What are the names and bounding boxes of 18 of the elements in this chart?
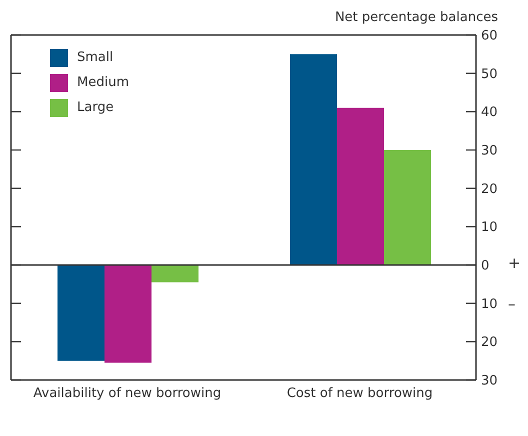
legend-label: Large (77, 100, 114, 115)
y-tick-label: 10 (481, 220, 498, 236)
y-tick-label: 50 (481, 66, 498, 82)
y-tick-label: 60 (481, 28, 498, 44)
text: – (508, 295, 516, 314)
y-tick-label: 20 (481, 182, 498, 197)
y-tick-label: 20 (481, 335, 498, 350)
y-tick-label: 0 (481, 258, 490, 274)
legend-label: Medium (77, 75, 129, 90)
y-tick-label: 30 (481, 374, 498, 389)
y-axis-title: Net percentage balances (334, 10, 498, 25)
y-tick-label: 10 (481, 296, 498, 312)
legend-label: Small (77, 50, 114, 65)
x-tick-label: Cost of new borrowing (286, 386, 433, 402)
y-tick-label: 40 (481, 105, 498, 120)
y-tick-label: 30 (481, 144, 498, 159)
x-tick-label: Availability of new borrowing (33, 386, 222, 402)
text: + (508, 254, 521, 272)
